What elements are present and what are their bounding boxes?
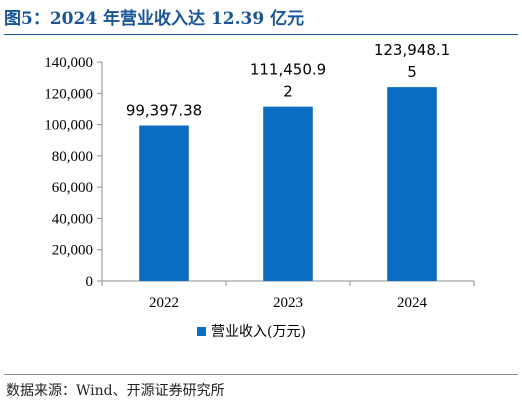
legend: 营业收入(万元) [197,324,306,340]
bar-2022 [139,125,189,281]
y-tick-label: 20,000 [52,243,93,259]
data-label: 99,397.38 [126,102,202,120]
revenue-bar-chart: 0 20,000 40,000 60,000 80,000 100,000 120,000 1… [44,41,475,340]
footer-rule [4,374,518,375]
data-source-note: 数据来源：Wind、开源证券研究所 [6,383,225,399]
title-rule [4,34,518,35]
y-tick-label: 120,000 [44,86,93,102]
y-tick-label: 140,000 [44,55,93,71]
y-tick-label: 0 [86,274,94,290]
legend-swatch [197,327,206,336]
x-tick-label: 2024 [397,295,428,311]
y-tick-label: 40,000 [52,211,93,227]
x-tick-label: 2022 [149,295,179,311]
legend-label: 营业收入(万元) [211,324,306,340]
data-label: 2 [283,83,293,101]
bars: 99,397.38 111,450.9 2 123,948.1 5 [126,41,450,281]
bar-2023 [263,106,313,281]
bar-2024 [387,87,437,281]
y-tick-label: 60,000 [52,180,93,196]
data-label: 111,450.9 [250,61,326,79]
y-tick-label: 100,000 [44,118,93,134]
x-tick-label: 2023 [273,295,303,311]
data-label: 123,948.1 [374,41,450,59]
axes: 0 20,000 40,000 60,000 80,000 100,000 120,000 1… [44,55,475,311]
chart-title: 图5：2024 年营业收入达 12.39 亿元 [4,9,305,29]
data-label: 5 [407,63,417,81]
y-tick-label: 80,000 [52,149,93,165]
